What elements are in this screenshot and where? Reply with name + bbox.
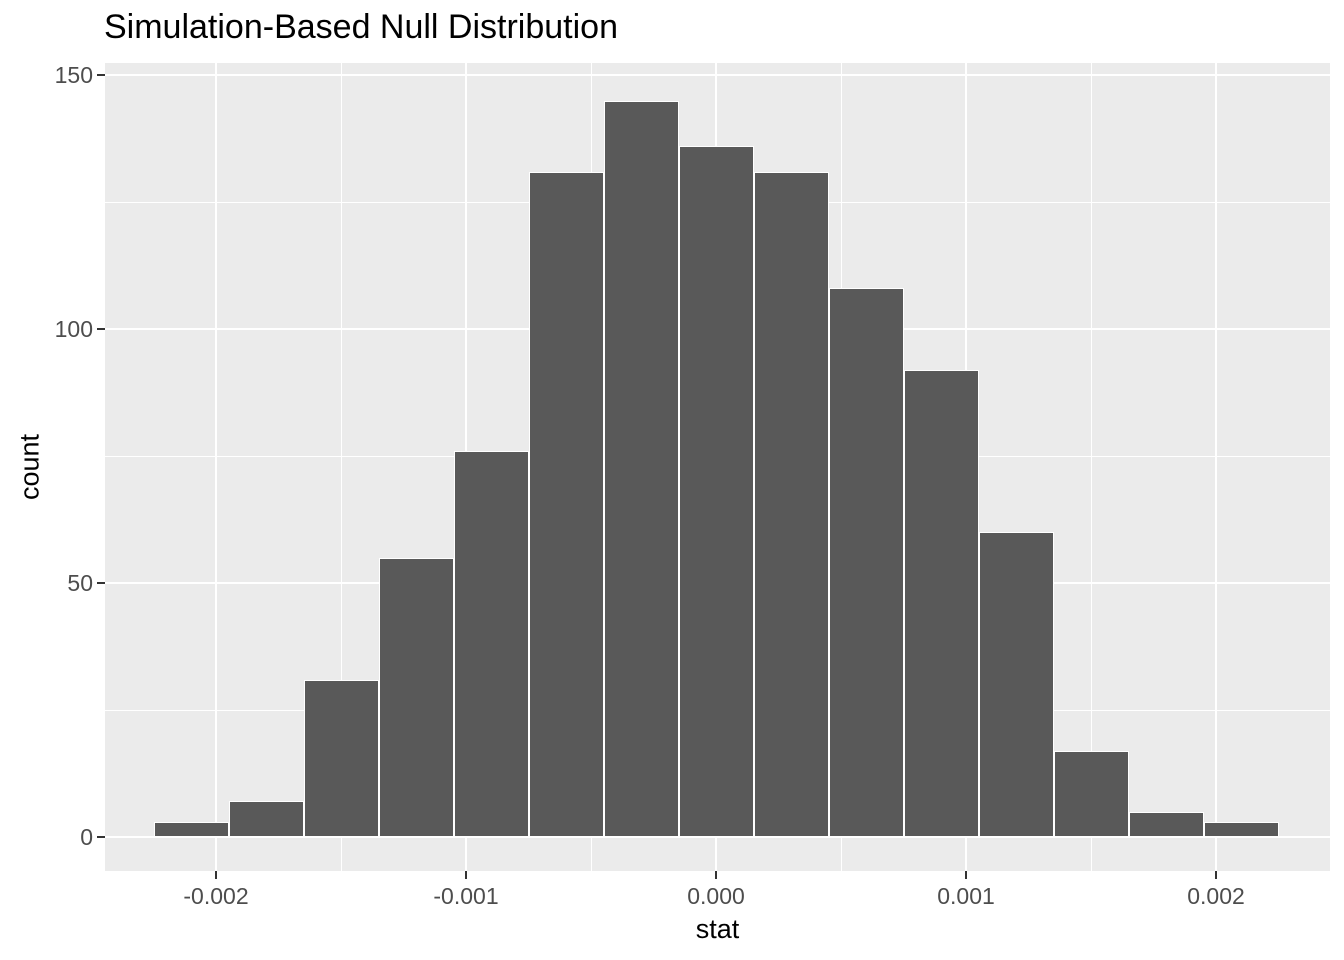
x-minor-gridline: [1090, 63, 1092, 871]
histogram-bar: [1203, 821, 1279, 837]
x-major-gridline: [1215, 63, 1217, 871]
histogram-bar: [978, 532, 1054, 837]
y-tick-label: 150: [54, 62, 93, 89]
y-tick-mark: [97, 328, 105, 331]
histogram-bar: [378, 557, 454, 837]
histogram-bar: [828, 288, 904, 837]
x-tick-label: 0.001: [937, 883, 995, 909]
histogram-bar: [1053, 750, 1129, 837]
x-tick-mark: [465, 871, 467, 879]
plot-panel: [105, 63, 1330, 871]
histogram-bar: [303, 679, 379, 837]
histogram-bar: [228, 801, 304, 837]
x-minor-gridline: [340, 63, 342, 871]
histogram-bar: [1128, 811, 1204, 837]
y-axis-title: count: [14, 433, 45, 501]
y-tick-label: 50: [67, 570, 93, 597]
x-tick-mark: [965, 871, 967, 879]
chart-title: Simulation-Based Null Distribution: [104, 8, 619, 46]
y-tick-label: 100: [54, 316, 93, 343]
x-tick-mark: [1215, 871, 1217, 879]
x-tick-label: 0.000: [687, 883, 745, 909]
x-tick-label: -0.002: [183, 883, 249, 909]
x-tick-label: 0.002: [1187, 883, 1245, 909]
histogram-bar: [603, 100, 679, 837]
histogram-bar: [678, 146, 754, 837]
histogram-bar: [453, 451, 529, 837]
y-tick-label: 0: [80, 823, 93, 850]
x-major-gridline: [215, 63, 217, 871]
x-tick-mark: [215, 871, 217, 879]
histogram-bar: [903, 369, 979, 837]
y-tick-mark: [97, 74, 105, 77]
y-tick-mark: [97, 582, 105, 585]
histogram-bar: [153, 821, 229, 837]
x-tick-mark: [715, 871, 717, 879]
y-major-gridline: [105, 835, 1330, 838]
histogram-bar: [753, 171, 829, 837]
x-tick-label: -0.001: [433, 883, 499, 909]
y-tick-mark: [97, 835, 105, 838]
x-axis-title: stat: [695, 914, 740, 944]
y-major-gridline: [105, 74, 1330, 77]
histogram-bar: [528, 171, 604, 837]
